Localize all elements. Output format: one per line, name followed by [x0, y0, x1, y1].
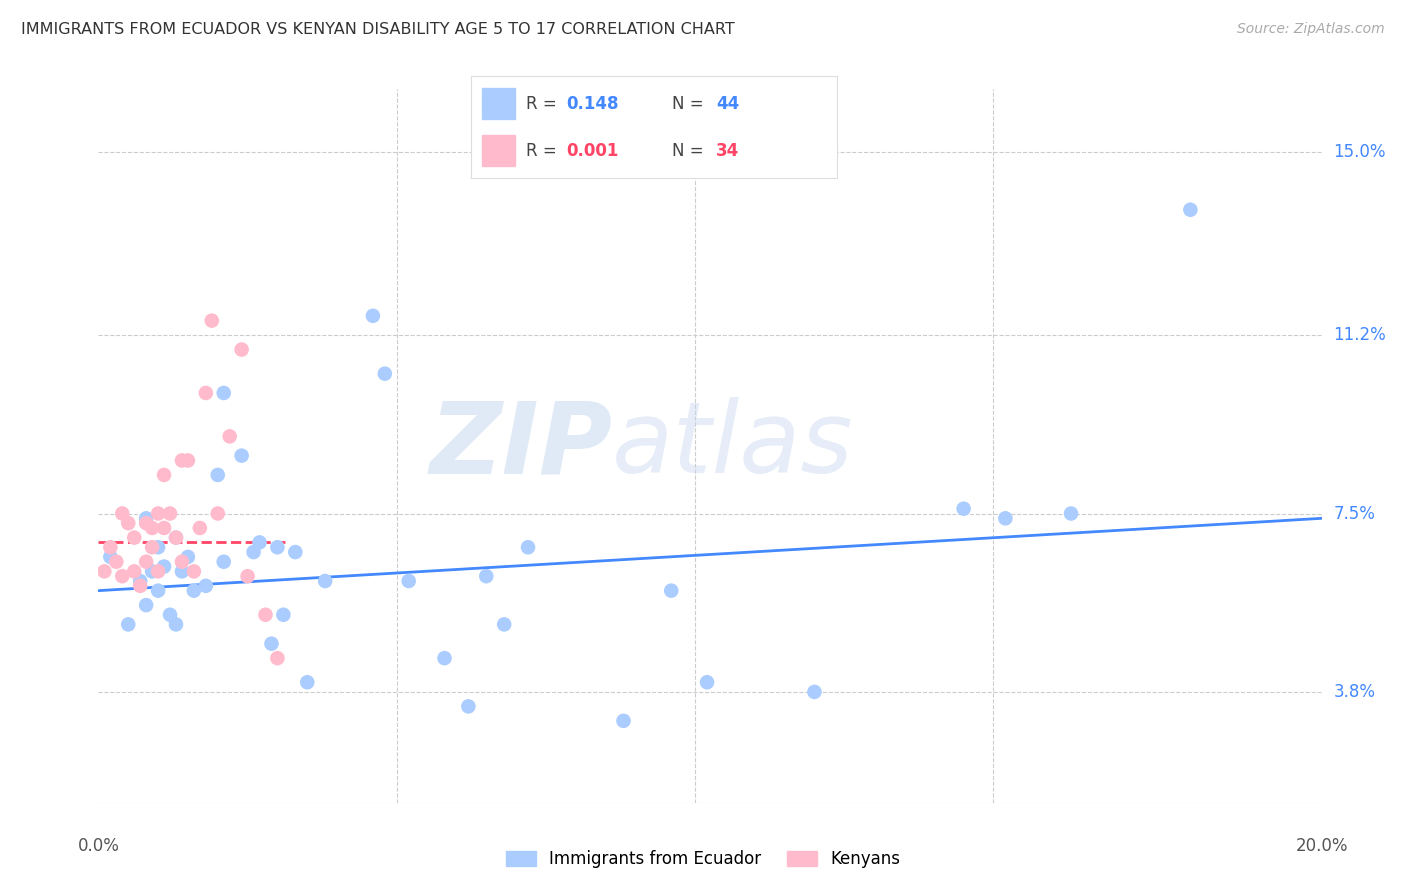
Point: [153, 559, 176, 574]
Point: [284, 545, 307, 559]
Text: Source: ZipAtlas.com: Source: ZipAtlas.com: [1237, 22, 1385, 37]
Point: [517, 541, 540, 555]
Point: [201, 313, 224, 327]
Point: [374, 367, 396, 381]
Point: [457, 699, 479, 714]
Point: [212, 555, 235, 569]
Point: [135, 516, 157, 530]
Point: [249, 535, 271, 549]
Text: 11.2%: 11.2%: [1333, 326, 1386, 344]
Text: 7.5%: 7.5%: [1333, 505, 1375, 523]
Point: [266, 541, 288, 555]
Point: [803, 685, 825, 699]
Point: [159, 507, 181, 521]
Point: [183, 565, 205, 579]
Point: [994, 511, 1017, 525]
Point: [314, 574, 336, 588]
Point: [122, 565, 145, 579]
Point: [254, 607, 277, 622]
Point: [129, 574, 152, 588]
Point: [207, 467, 229, 482]
Point: [1180, 202, 1202, 217]
Point: [146, 583, 169, 598]
Point: [165, 531, 187, 545]
Point: [153, 467, 176, 482]
Point: [696, 675, 718, 690]
Point: [165, 617, 187, 632]
Point: [135, 598, 157, 612]
Point: [231, 343, 253, 357]
Point: [194, 386, 217, 401]
Point: [207, 507, 229, 521]
Point: [146, 565, 169, 579]
Text: 0.0%: 0.0%: [77, 837, 120, 855]
Bar: [482, 88, 515, 119]
Text: N =: N =: [672, 95, 709, 113]
Point: [494, 617, 516, 632]
Text: 3.8%: 3.8%: [1333, 683, 1375, 701]
Point: [361, 309, 384, 323]
Point: [236, 569, 259, 583]
Text: 0.148: 0.148: [567, 95, 619, 113]
Point: [1060, 507, 1083, 521]
Point: [141, 541, 163, 555]
Point: [98, 549, 121, 564]
Point: [122, 531, 145, 545]
Text: 44: 44: [716, 95, 740, 113]
Text: R =: R =: [526, 95, 562, 113]
Point: [170, 453, 193, 467]
Point: [398, 574, 420, 588]
Point: [266, 651, 288, 665]
Point: [135, 511, 157, 525]
Text: 0.001: 0.001: [567, 142, 619, 161]
Point: [98, 541, 121, 555]
Point: [212, 386, 235, 401]
Point: [111, 507, 134, 521]
Point: [260, 637, 283, 651]
Text: atlas: atlas: [612, 398, 853, 494]
Point: [135, 555, 157, 569]
Text: R =: R =: [526, 142, 562, 161]
Point: [146, 507, 169, 521]
Point: [153, 521, 176, 535]
Point: [170, 565, 193, 579]
Point: [111, 569, 134, 583]
Point: [177, 549, 200, 564]
Legend: Immigrants from Ecuador, Kenyans: Immigrants from Ecuador, Kenyans: [499, 844, 907, 875]
Text: 34: 34: [716, 142, 740, 161]
Bar: [482, 136, 515, 166]
Point: [159, 607, 181, 622]
Text: ZIP: ZIP: [429, 398, 612, 494]
Text: N =: N =: [672, 142, 709, 161]
Point: [141, 521, 163, 535]
Point: [117, 516, 139, 530]
Point: [165, 531, 187, 545]
Point: [433, 651, 456, 665]
Point: [177, 453, 200, 467]
Point: [242, 545, 264, 559]
Text: IMMIGRANTS FROM ECUADOR VS KENYAN DISABILITY AGE 5 TO 17 CORRELATION CHART: IMMIGRANTS FROM ECUADOR VS KENYAN DISABI…: [21, 22, 735, 37]
Text: 20.0%: 20.0%: [1295, 837, 1348, 855]
Point: [93, 565, 115, 579]
Point: [273, 607, 295, 622]
Point: [218, 429, 240, 443]
Point: [183, 583, 205, 598]
Point: [188, 521, 211, 535]
Point: [231, 449, 253, 463]
Point: [659, 583, 682, 598]
Point: [117, 617, 139, 632]
Text: 15.0%: 15.0%: [1333, 143, 1386, 161]
Point: [952, 501, 974, 516]
Point: [612, 714, 634, 728]
Point: [141, 565, 163, 579]
Point: [146, 541, 169, 555]
Point: [129, 579, 152, 593]
Point: [105, 555, 128, 569]
Point: [194, 579, 217, 593]
Point: [297, 675, 319, 690]
Point: [475, 569, 498, 583]
Point: [170, 555, 193, 569]
